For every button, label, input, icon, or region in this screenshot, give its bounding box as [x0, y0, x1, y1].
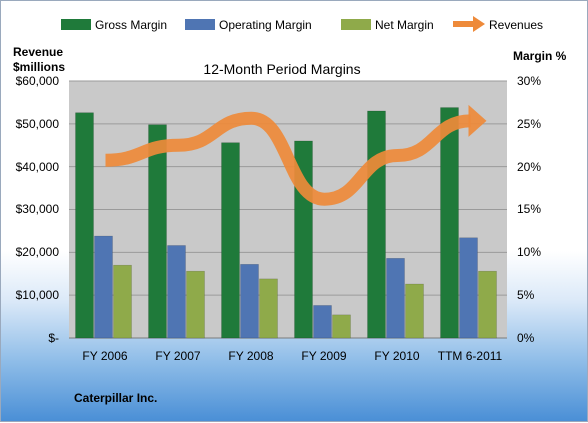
bar-operating-margin: [167, 245, 186, 339]
right-tick: 0%: [517, 331, 535, 345]
left-tick: $10,000: [16, 288, 60, 302]
category-label: FY 2006: [82, 349, 127, 363]
revenues-arrowhead: [468, 104, 487, 137]
category-labels: FY 2006 FY 2007 FY 2008 FY 2009 FY 2010 …: [82, 349, 502, 363]
revenues-line: [105, 104, 487, 206]
right-tick: 20%: [517, 160, 541, 174]
category-label: FY 2010: [374, 349, 419, 363]
left-tick: $30,000: [16, 202, 60, 216]
right-axis-ticks: 0% 5% 10% 15% 20% 25% 30%: [517, 74, 541, 345]
bar-net-margin: [478, 270, 497, 339]
bar-gross-margin: [440, 107, 459, 339]
category-label: FY 2007: [155, 349, 200, 363]
legend-swatch-gross-margin: [61, 19, 91, 30]
left-tick: $40,000: [16, 160, 60, 174]
left-tick: $-: [48, 331, 59, 345]
category-label: FY 2009: [301, 349, 346, 363]
bar-net-margin: [259, 278, 278, 339]
right-tick: 30%: [517, 74, 541, 88]
bar-net-margin: [113, 264, 132, 339]
right-tick: 15%: [517, 202, 541, 216]
bar-net-margin: [186, 270, 205, 339]
right-tick: 10%: [517, 245, 541, 259]
bar-operating-margin: [240, 264, 259, 339]
legend-swatch-net-margin: [341, 19, 371, 30]
left-axis-title-line1: Revenue: [13, 45, 63, 59]
category-label: TTM 6-2011: [438, 349, 503, 363]
bar-operating-margin: [313, 305, 332, 339]
bar-operating-margin: [94, 235, 113, 339]
left-tick: $60,000: [16, 74, 60, 88]
company-label: Caterpillar Inc.: [74, 391, 157, 405]
right-axis-title: Margin %: [513, 49, 567, 63]
bar-operating-margin: [459, 237, 478, 339]
legend: Gross Margin Operating Margin Net Margin…: [61, 16, 543, 32]
chart-title: 12-Month Period Margins: [203, 61, 360, 77]
legend-label-net-margin: Net Margin: [375, 18, 434, 32]
bar-gross-margin: [367, 110, 386, 339]
revenues-line-path: [105, 111, 471, 206]
legend-arrowhead-revenues: [473, 16, 485, 32]
left-axis-title-line2: $millions: [13, 60, 65, 74]
bars: [75, 107, 497, 339]
left-axis-ticks: $- $10,000 $20,000 $30,000 $40,000 $50,0…: [16, 74, 60, 345]
right-tick: 25%: [517, 117, 541, 131]
left-tick: $20,000: [16, 245, 60, 259]
bar-net-margin: [405, 283, 424, 339]
legend-label-revenues: Revenues: [489, 18, 543, 32]
bar-gross-margin: [221, 142, 240, 339]
category-label: FY 2008: [228, 349, 273, 363]
left-tick: $50,000: [16, 117, 60, 131]
bar-operating-margin: [386, 258, 405, 339]
bar-net-margin: [332, 314, 351, 339]
bar-gross-margin: [148, 124, 167, 339]
legend-label-gross-margin: Gross Margin: [95, 18, 167, 32]
right-tick: 5%: [517, 288, 535, 302]
bar-gross-margin: [75, 112, 94, 339]
legend-swatch-operating-margin: [185, 19, 215, 30]
legend-label-operating-margin: Operating Margin: [219, 18, 312, 32]
